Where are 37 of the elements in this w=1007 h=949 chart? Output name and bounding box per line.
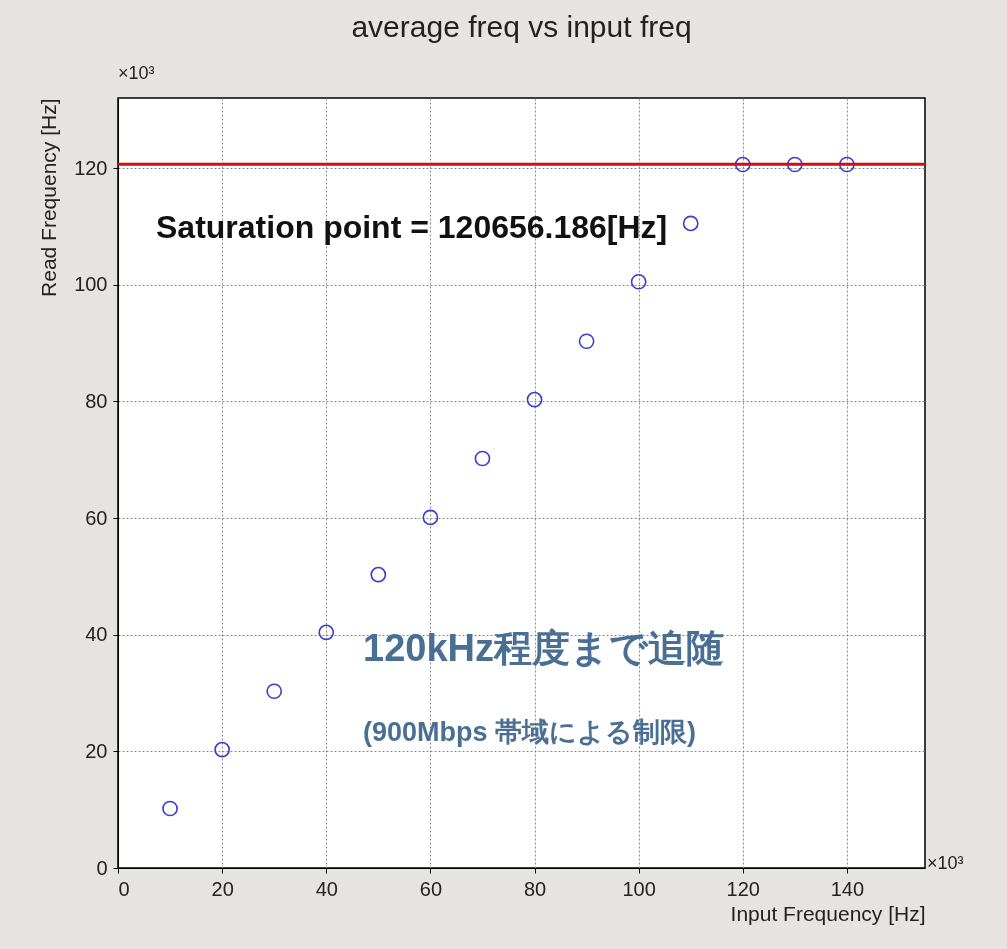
- point: [266, 683, 283, 700]
- annotation: Saturation point = 120656.186[Hz]: [156, 209, 668, 245]
- y-axis-title: Read Frequency [Hz]: [37, 98, 61, 297]
- point: [786, 156, 803, 173]
- y-tick-label: 80: [85, 389, 108, 412]
- x-tick-label: 140: [830, 877, 865, 900]
- point: [214, 741, 230, 758]
- point: [734, 156, 751, 173]
- point: [839, 156, 855, 173]
- y-tick-label: 60: [85, 506, 108, 529]
- x-tick-label: 40: [315, 877, 338, 900]
- point: [422, 509, 439, 526]
- text: ×10³: [118, 63, 155, 83]
- point: [162, 800, 178, 817]
- x-tick-label: 20: [211, 877, 234, 900]
- point: [578, 333, 595, 350]
- x-tick-label: 100: [622, 877, 656, 900]
- text: ×10³: [927, 853, 964, 873]
- point: [370, 566, 387, 583]
- annotation: 120kHz程度まで追随: [363, 627, 724, 669]
- y-tick-label: 100: [74, 273, 108, 296]
- y-tick-label: 40: [85, 623, 108, 646]
- point: [630, 273, 647, 290]
- x-tick-label: 120: [726, 877, 760, 900]
- point: [474, 450, 491, 467]
- chart-title: average freq vs input freq: [351, 10, 692, 43]
- point: [526, 391, 543, 408]
- y-tick-label: 120: [74, 156, 108, 179]
- x-tick-label: 0: [118, 877, 130, 900]
- x-tick-label: 60: [419, 877, 443, 900]
- x-axis-title: Input Frequency [Hz]: [730, 901, 926, 925]
- annotation: (900Mbps 帯域による制限): [363, 717, 697, 747]
- y-tick-label: 20: [85, 739, 108, 762]
- point: [682, 215, 699, 232]
- point: [318, 624, 335, 641]
- x-tick-label: 80: [523, 877, 547, 900]
- y-tick-label: 0: [96, 856, 108, 879]
